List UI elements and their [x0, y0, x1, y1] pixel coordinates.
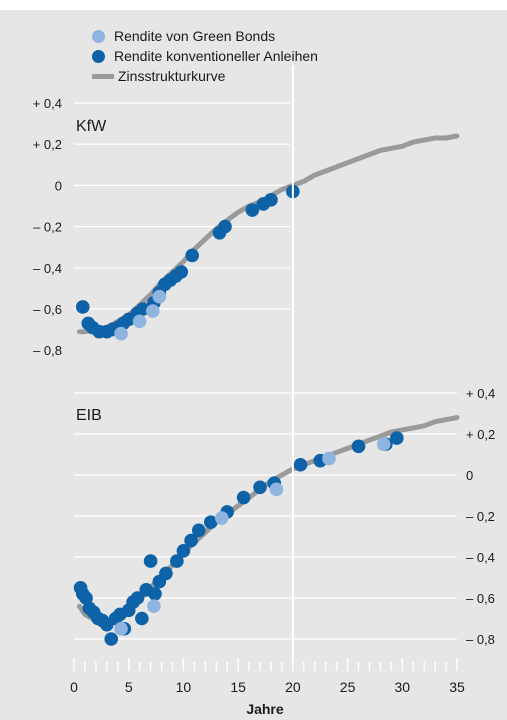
kfw-y-tick-label: + 0,4	[33, 96, 62, 111]
x-tick-label: 25	[340, 679, 356, 695]
kfw-y-tick-label: + 0,2	[33, 137, 62, 152]
legend-line-yield-curve	[92, 73, 114, 79]
plot-area: + 0,4 + 0,2 0 – 0,2 – 0,4 – 0,6 – 0,8 KfW + 0,4 +…	[33, 65, 495, 717]
eib-conventional-point	[176, 544, 191, 558]
legend-marker-conventional	[92, 49, 105, 63]
x-tick-label: 35	[449, 679, 465, 695]
eib-y-tick-label: – 0,6	[466, 591, 495, 606]
x-tick-label: 15	[230, 679, 246, 695]
legend-label-conventional: Rendite konventioneller Anleihen	[114, 48, 318, 64]
eib-conventional-point	[130, 591, 145, 605]
kfw-panel-label: KfW	[76, 118, 107, 135]
kfw-green-bond-point	[114, 326, 128, 341]
eib-green-bond-point	[322, 451, 336, 466]
eib-conventional-point	[293, 457, 308, 472]
kfw-y-tick-label: – 0,8	[33, 343, 62, 358]
kfw-conventional-point	[264, 193, 278, 207]
kfw-y-tick-label: – 0,2	[33, 220, 62, 235]
kfw-conventional-point	[218, 219, 232, 234]
eib-conventional-point	[351, 439, 366, 454]
legend-label-green-bonds: Rendite von Green Bonds	[114, 28, 276, 44]
eib-y-tick-label: + 0,2	[466, 427, 495, 442]
x-tick-label: 10	[176, 679, 192, 695]
eib-y-tick-label: – 0,4	[466, 550, 495, 565]
eib-conventional-point	[148, 587, 162, 601]
eib-green-bond-point	[214, 511, 229, 525]
eib-conventional-point	[170, 554, 184, 568]
x-tick-label: 20	[285, 679, 301, 695]
eib-y-tick-label: – 0,2	[466, 509, 495, 524]
eib-conventional-point	[253, 480, 267, 495]
x-axis-label: Jahre	[246, 701, 284, 717]
eib-conventional-point	[104, 632, 119, 646]
kfw-green-bond-point	[132, 314, 147, 329]
eib-conventional-point	[236, 490, 251, 505]
legend-item-conventional: Rendite konventioneller Anleihen	[92, 46, 392, 66]
kfw-conventional-point	[75, 300, 90, 314]
kfw-y-tick-label: – 0,6	[33, 302, 62, 317]
kfw-conventional-point	[185, 248, 199, 263]
eib-y-tick-label: – 0,8	[466, 632, 495, 647]
kfw-green-bond-point	[152, 289, 167, 304]
eib-conventional-point	[390, 431, 404, 445]
eib-conventional-point	[203, 515, 218, 529]
top-strip	[0, 0, 507, 10]
eib-conventional-point	[184, 533, 198, 548]
eib-y-tick-label: 0	[466, 468, 473, 483]
legend-item-green-bonds: Rendite von Green Bonds	[92, 26, 392, 46]
eib-conventional-point	[79, 591, 93, 605]
legend-marker-green-bonds	[92, 29, 105, 43]
x-tick-label: 30	[394, 679, 410, 695]
legend-label-yield-curve: Zinsstrukturkurve	[118, 68, 226, 84]
eib-conventional-point	[135, 611, 149, 626]
kfw-y-tick-label: – 0,4	[33, 261, 62, 276]
legend: Rendite von Green Bonds Rendite konventi…	[92, 26, 392, 86]
kfw-conventional-point	[245, 203, 260, 217]
eib-conventional-point	[191, 523, 206, 538]
eib-conventional-point	[143, 554, 158, 568]
eib-conventional-point	[159, 566, 173, 581]
eib-y-tick-label: + 0,4	[466, 386, 495, 401]
x-tick-label: 0	[70, 679, 78, 695]
eib-green-bond-point	[269, 482, 284, 497]
x-tick-label: 5	[125, 679, 133, 695]
eib-green-bond-point	[147, 599, 161, 613]
eib-green-bond-point	[376, 437, 391, 452]
kfw-conventional-point	[174, 265, 189, 279]
kfw-green-bond-point	[145, 304, 160, 318]
eib-panel-label: EIB	[76, 407, 102, 424]
kfw-y-tick-label: 0	[55, 178, 62, 193]
legend-item-yield-curve: Zinsstrukturkurve	[92, 66, 392, 86]
eib-green-bond-point	[114, 621, 128, 636]
